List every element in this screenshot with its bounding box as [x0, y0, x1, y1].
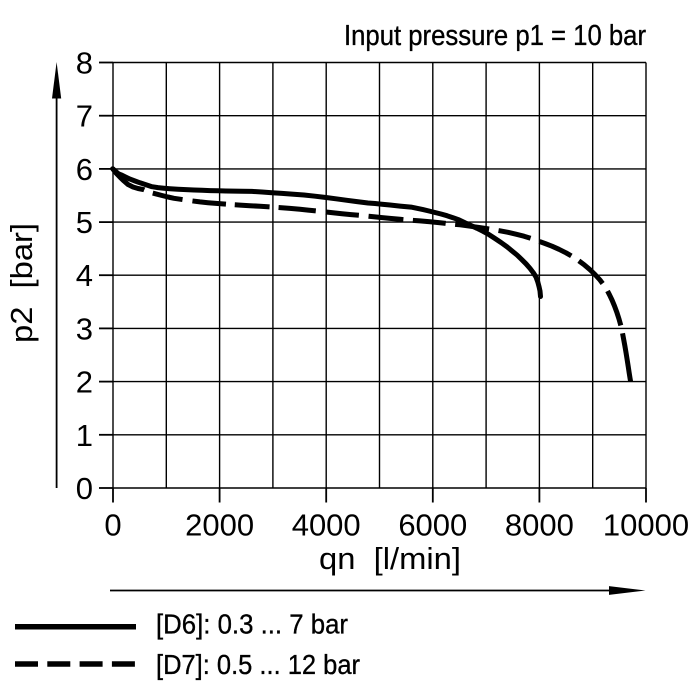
svg-text:5: 5 — [76, 205, 93, 240]
svg-text:4000: 4000 — [292, 508, 361, 543]
svg-text:0: 0 — [104, 508, 121, 543]
svg-text:6000: 6000 — [398, 508, 467, 543]
svg-text:Input pressure p1 = 10 bar: Input pressure p1 = 10 bar — [344, 20, 646, 52]
svg-text:6: 6 — [76, 152, 93, 187]
svg-text:8: 8 — [76, 46, 93, 81]
svg-text:4: 4 — [76, 258, 93, 293]
svg-text:10000: 10000 — [603, 508, 689, 543]
svg-text:2000: 2000 — [185, 508, 254, 543]
svg-text:7: 7 — [76, 99, 93, 134]
svg-text:3: 3 — [76, 311, 93, 346]
svg-text:8000: 8000 — [505, 508, 574, 543]
svg-text:[D6]: 0.3 ... 7 bar: [D6]: 0.3 ... 7 bar — [156, 609, 348, 640]
svg-text:1: 1 — [76, 418, 93, 453]
svg-text:qn [l/min]: qn [l/min] — [319, 541, 461, 576]
svg-text:p2 [bar]: p2 [bar] — [4, 223, 39, 343]
svg-text:0: 0 — [76, 471, 93, 506]
svg-text:[D7]: 0.5 ... 12 bar: [D7]: 0.5 ... 12 bar — [156, 649, 360, 680]
svg-text:2: 2 — [76, 365, 93, 400]
